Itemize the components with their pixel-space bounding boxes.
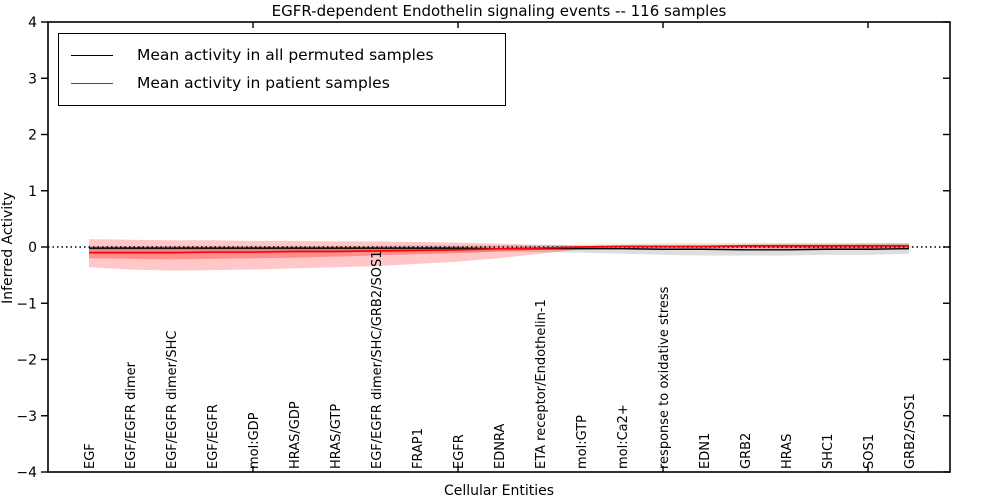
- category-label: EDNRA: [493, 424, 508, 469]
- category-label: ETA receptor/Endothelin-1: [534, 299, 549, 469]
- category-label: EDN1: [698, 433, 713, 469]
- category-label: EGF: [83, 443, 98, 469]
- category-label: EGF/EGFR: [206, 404, 221, 469]
- category-label: HRAS/GTP: [329, 404, 344, 469]
- legend-item-patient: Mean activity in patient samples: [71, 69, 495, 97]
- legend-item-permuted: Mean activity in all permuted samples: [71, 41, 495, 69]
- permuted-line-swatch: [71, 54, 113, 56]
- category-label: GRB2: [739, 433, 754, 469]
- legend-box: Mean activity in all permuted samples Me…: [58, 33, 506, 106]
- patient-band-inner-fill: [89, 245, 909, 260]
- category-label: mol:Ca2+: [616, 404, 631, 469]
- y-tick-label: −1: [16, 296, 37, 312]
- category-label: mol:GDP: [247, 412, 262, 469]
- y-tick-label: 0: [28, 240, 37, 256]
- category-label: mol:GTP: [575, 415, 590, 469]
- legend-label-permuted: Mean activity in all permuted samples: [137, 46, 434, 64]
- category-label: EGF/EGFR dimer/SHC: [165, 331, 180, 469]
- category-label: HRAS: [780, 434, 795, 469]
- legend-label-patient: Mean activity in patient samples: [137, 74, 390, 92]
- y-tick-label: 4: [28, 15, 37, 31]
- category-label: SHC1: [821, 434, 836, 469]
- y-tick-label: 2: [28, 128, 37, 144]
- y-tick-label: −2: [16, 353, 37, 369]
- chart-title: EGFR-dependent Endothelin signaling even…: [271, 2, 727, 20]
- category-label: EGF/EGFR dimer/SHC/GRB2/SOS1: [370, 251, 385, 470]
- category-label: EGFR: [452, 434, 467, 469]
- category-label: FRAP1: [411, 428, 426, 469]
- x-axis-label: Cellular Entities: [443, 483, 555, 499]
- y-tick-label: 3: [28, 71, 37, 87]
- y-tick-label: −4: [16, 465, 37, 481]
- category-label: SOS1: [862, 434, 877, 469]
- y-axis-label: Inferred Activity: [0, 192, 16, 304]
- y-tick-label: 1: [28, 184, 37, 200]
- patient-mean-line: [89, 245, 909, 254]
- patient-line-swatch: [71, 82, 113, 84]
- y-tick-label: −3: [16, 409, 37, 425]
- category-label: EGF/EGFR dimer: [124, 361, 139, 469]
- category-label: HRAS/GDP: [288, 401, 303, 469]
- category-label: response to oxidative stress: [657, 286, 672, 469]
- category-label: GRB2/SOS1: [903, 393, 918, 469]
